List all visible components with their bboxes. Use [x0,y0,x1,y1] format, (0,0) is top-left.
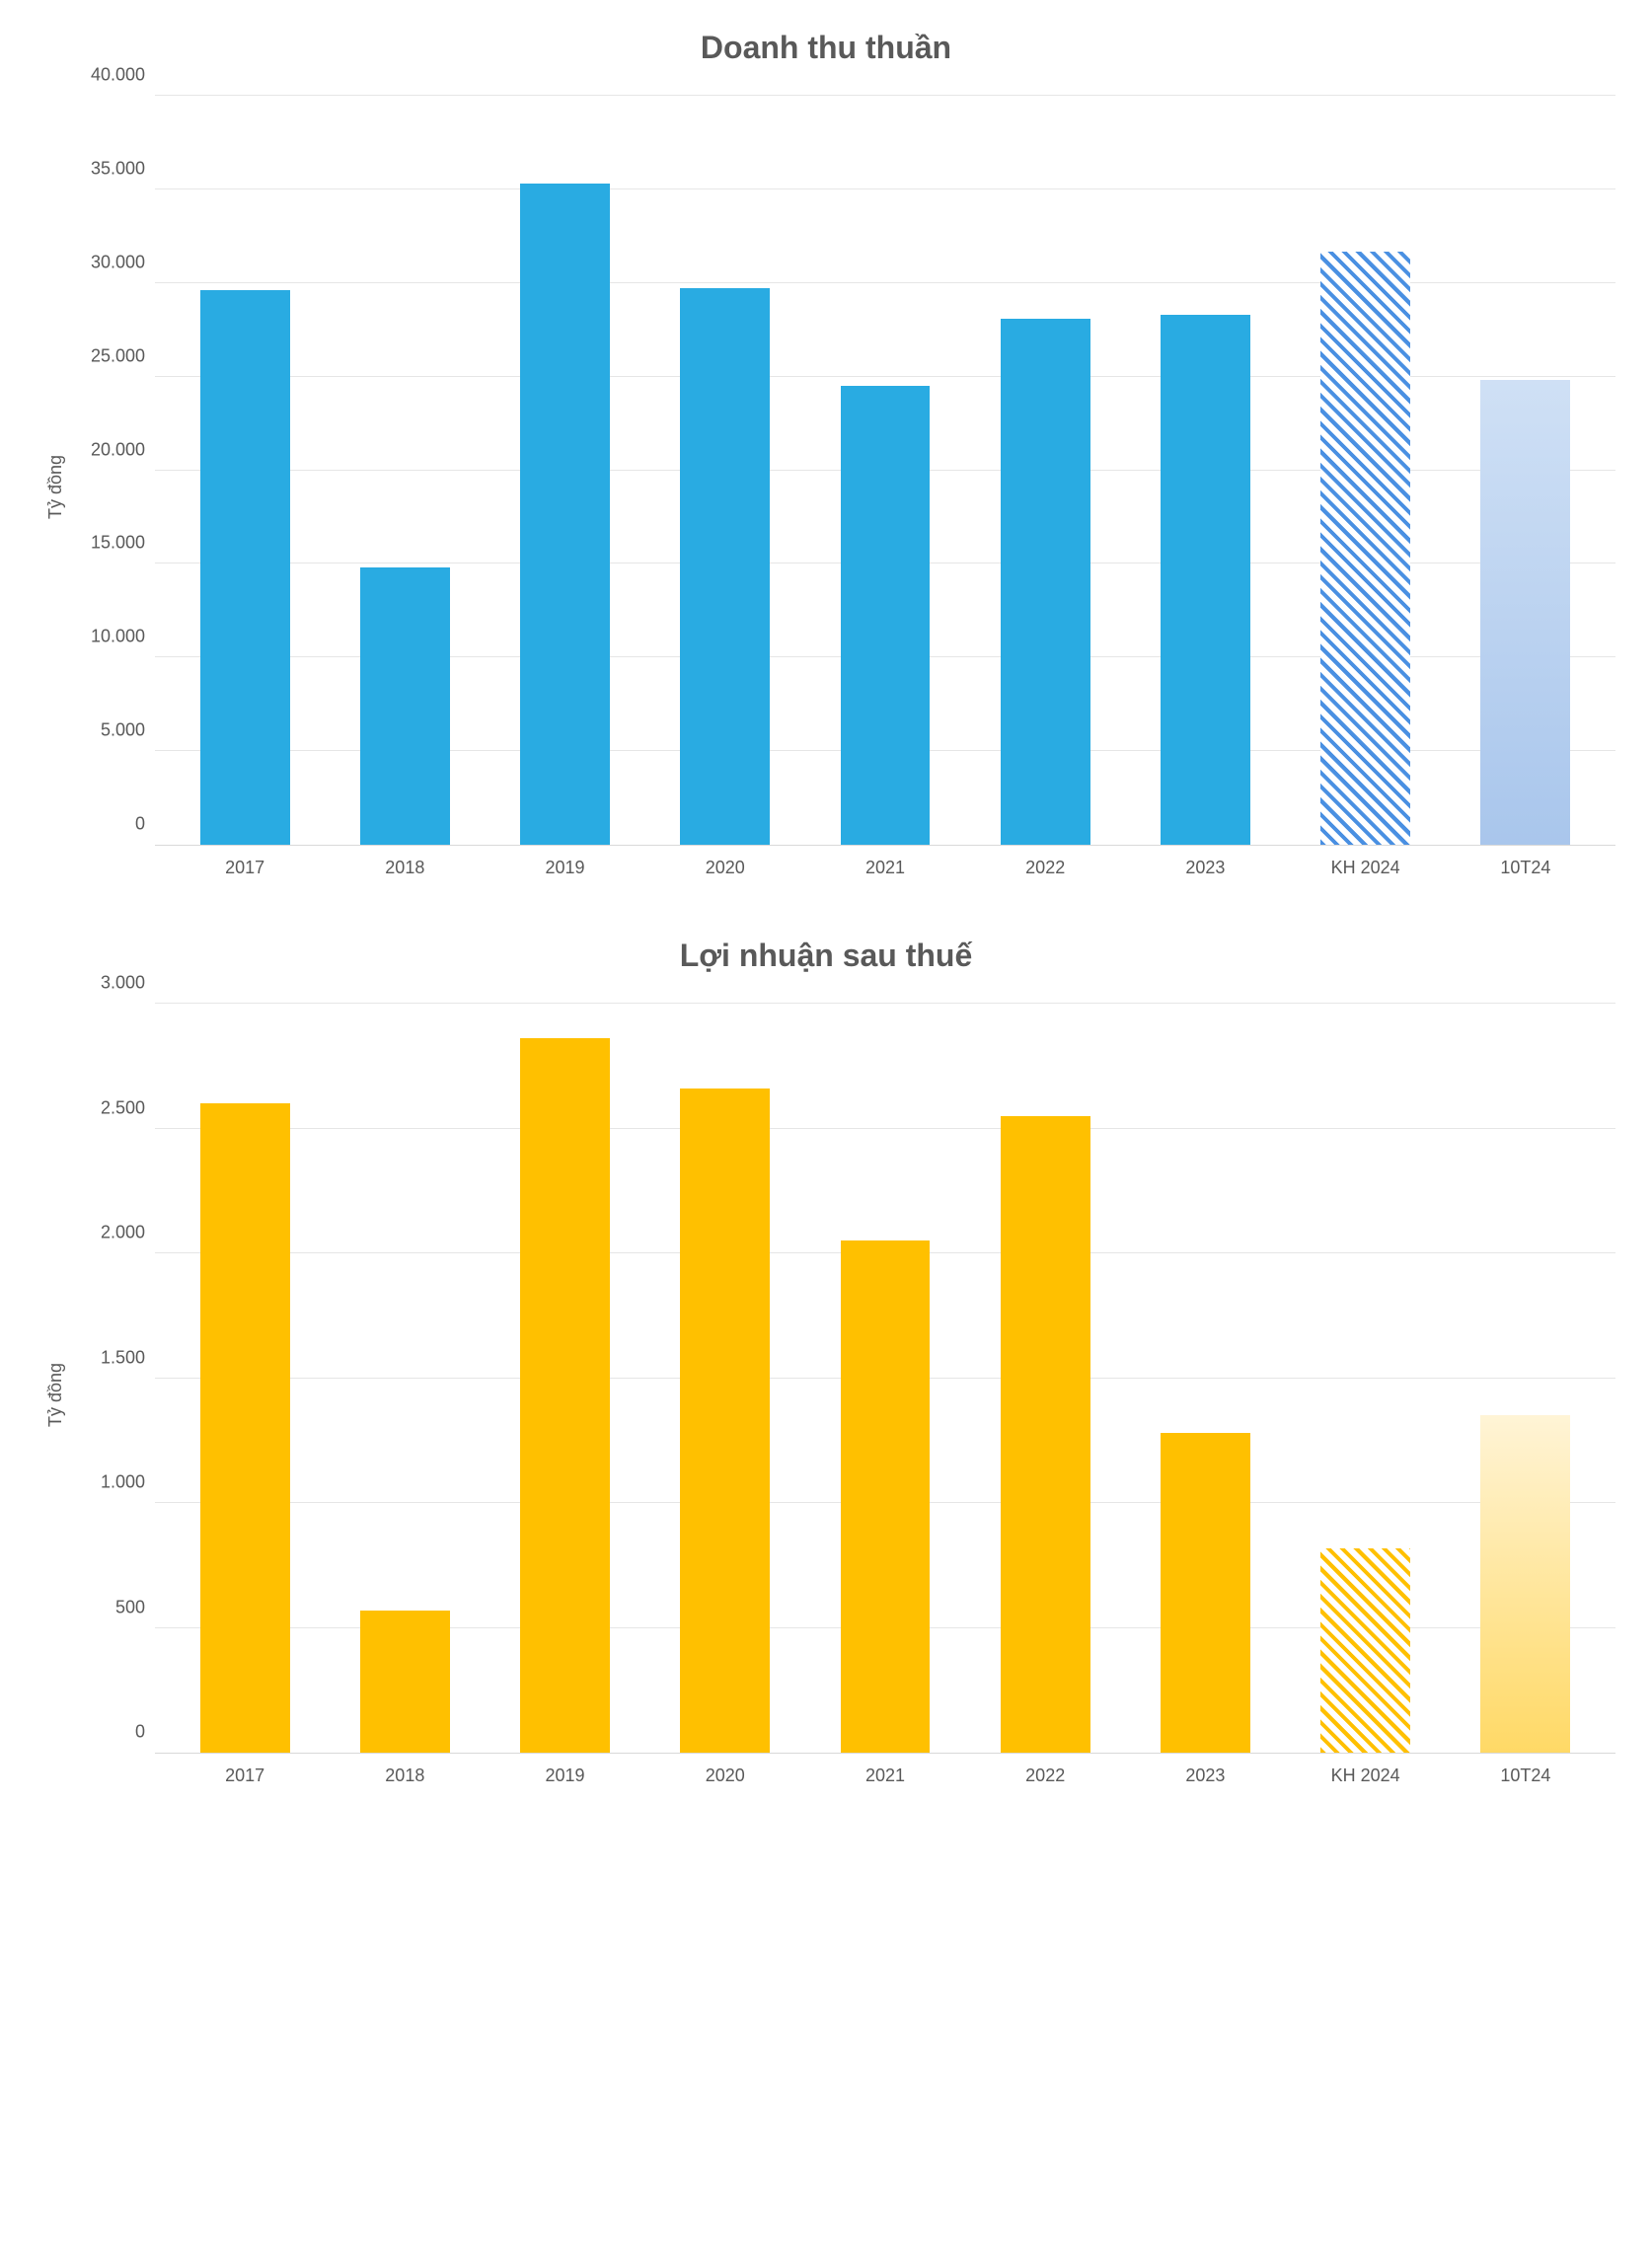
bar-slot [325,1004,485,1753]
xtick: 2020 [645,1765,805,1786]
bar [1001,1116,1090,1753]
bar-slot [325,96,485,845]
bar-slot [805,1004,965,1753]
bar-slot [1286,96,1446,845]
xtick: 10T24 [1446,1765,1606,1786]
bar [520,1038,610,1753]
xtick: 2019 [485,1765,644,1786]
plot-area: 05.00010.00015.00020.00025.00030.00035.0… [155,96,1615,846]
bar-slot [165,1004,325,1753]
bar-slot [645,1004,805,1753]
bar-slot [965,96,1125,845]
ytick: 40.000 [91,65,155,86]
xticks: 2017201820192020202120222023KH 202410T24 [155,1765,1615,1786]
bar [360,567,450,845]
xtick: 2022 [965,1765,1125,1786]
plot-row: 05.00010.00015.00020.00025.00030.00035.0… [76,96,1615,878]
ylabel: Tỷ đồng [46,455,67,519]
plot: 05.00010.00015.00020.00025.00030.00035.0… [155,96,1615,878]
bar-slot [1446,96,1606,845]
xticks: 2017201820192020202120222023KH 202410T24 [155,858,1615,878]
bar [1480,380,1570,845]
bar [200,290,290,845]
bar-slot [485,1004,644,1753]
xtick: 2017 [165,858,325,878]
bar-slot [645,96,805,845]
plot-area: 05001.0001.5002.0002.5003.000 [155,1004,1615,1754]
plot-row: 05001.0001.5002.0002.5003.000 20172018201… [76,1004,1615,1786]
bar [841,1240,931,1753]
xtick: 2018 [325,1765,485,1786]
xtick: 2019 [485,858,644,878]
xtick: 2018 [325,858,485,878]
xtick: 2023 [1125,858,1285,878]
ylabel-wrap: Tỷ đồng [37,96,76,878]
bar [1001,319,1090,845]
bar-slot [1286,1004,1446,1753]
chart-revenue: Doanh thu thuần Tỷ đồng 05.00010.00015.000… [37,30,1615,878]
bar [680,1089,770,1753]
xtick: 2017 [165,1765,325,1786]
bar [1320,252,1410,846]
xtick: 10T24 [1446,858,1606,878]
ylabel: Tỷ đồng [46,1363,67,1427]
xtick: 2021 [805,858,965,878]
bar-slot [1125,96,1285,845]
chart-body: Tỷ đồng 05001.0001.5002.0002.5003.000 2017… [37,1004,1615,1786]
chart-title: Lợi nhuận sau thuế [37,938,1615,974]
xtick: KH 2024 [1286,858,1446,878]
ytick-gutter [76,1004,155,1786]
ytick: 3.000 [101,973,155,994]
xtick: 2020 [645,858,805,878]
bar [1320,1548,1410,1753]
xtick: 2023 [1125,1765,1285,1786]
bar [360,1611,450,1753]
bar [1480,1415,1570,1753]
bar-slot [1125,1004,1285,1753]
bar [520,184,610,845]
chart-profit: Lợi nhuận sau thuế Tỷ đồng 05001.0001.5002… [37,938,1615,1786]
bar-slot [165,96,325,845]
xtick: KH 2024 [1286,1765,1446,1786]
bar [841,386,931,845]
bar-slot [485,96,644,845]
xtick: 2021 [805,1765,965,1786]
bar-slot [1446,1004,1606,1753]
bar [680,288,770,845]
ylabel-wrap: Tỷ đồng [37,1004,76,1786]
bar-slot [965,1004,1125,1753]
xtick: 2022 [965,858,1125,878]
bar [200,1103,290,1753]
ytick-gutter [76,96,155,878]
bar-slot [805,96,965,845]
chart-body: Tỷ đồng 05.00010.00015.00020.00025.00030.… [37,96,1615,878]
chart-title: Doanh thu thuần [37,30,1615,66]
plot: 05001.0001.5002.0002.5003.000 20172018201… [155,1004,1615,1786]
bar [1161,315,1250,845]
bar [1161,1433,1250,1753]
